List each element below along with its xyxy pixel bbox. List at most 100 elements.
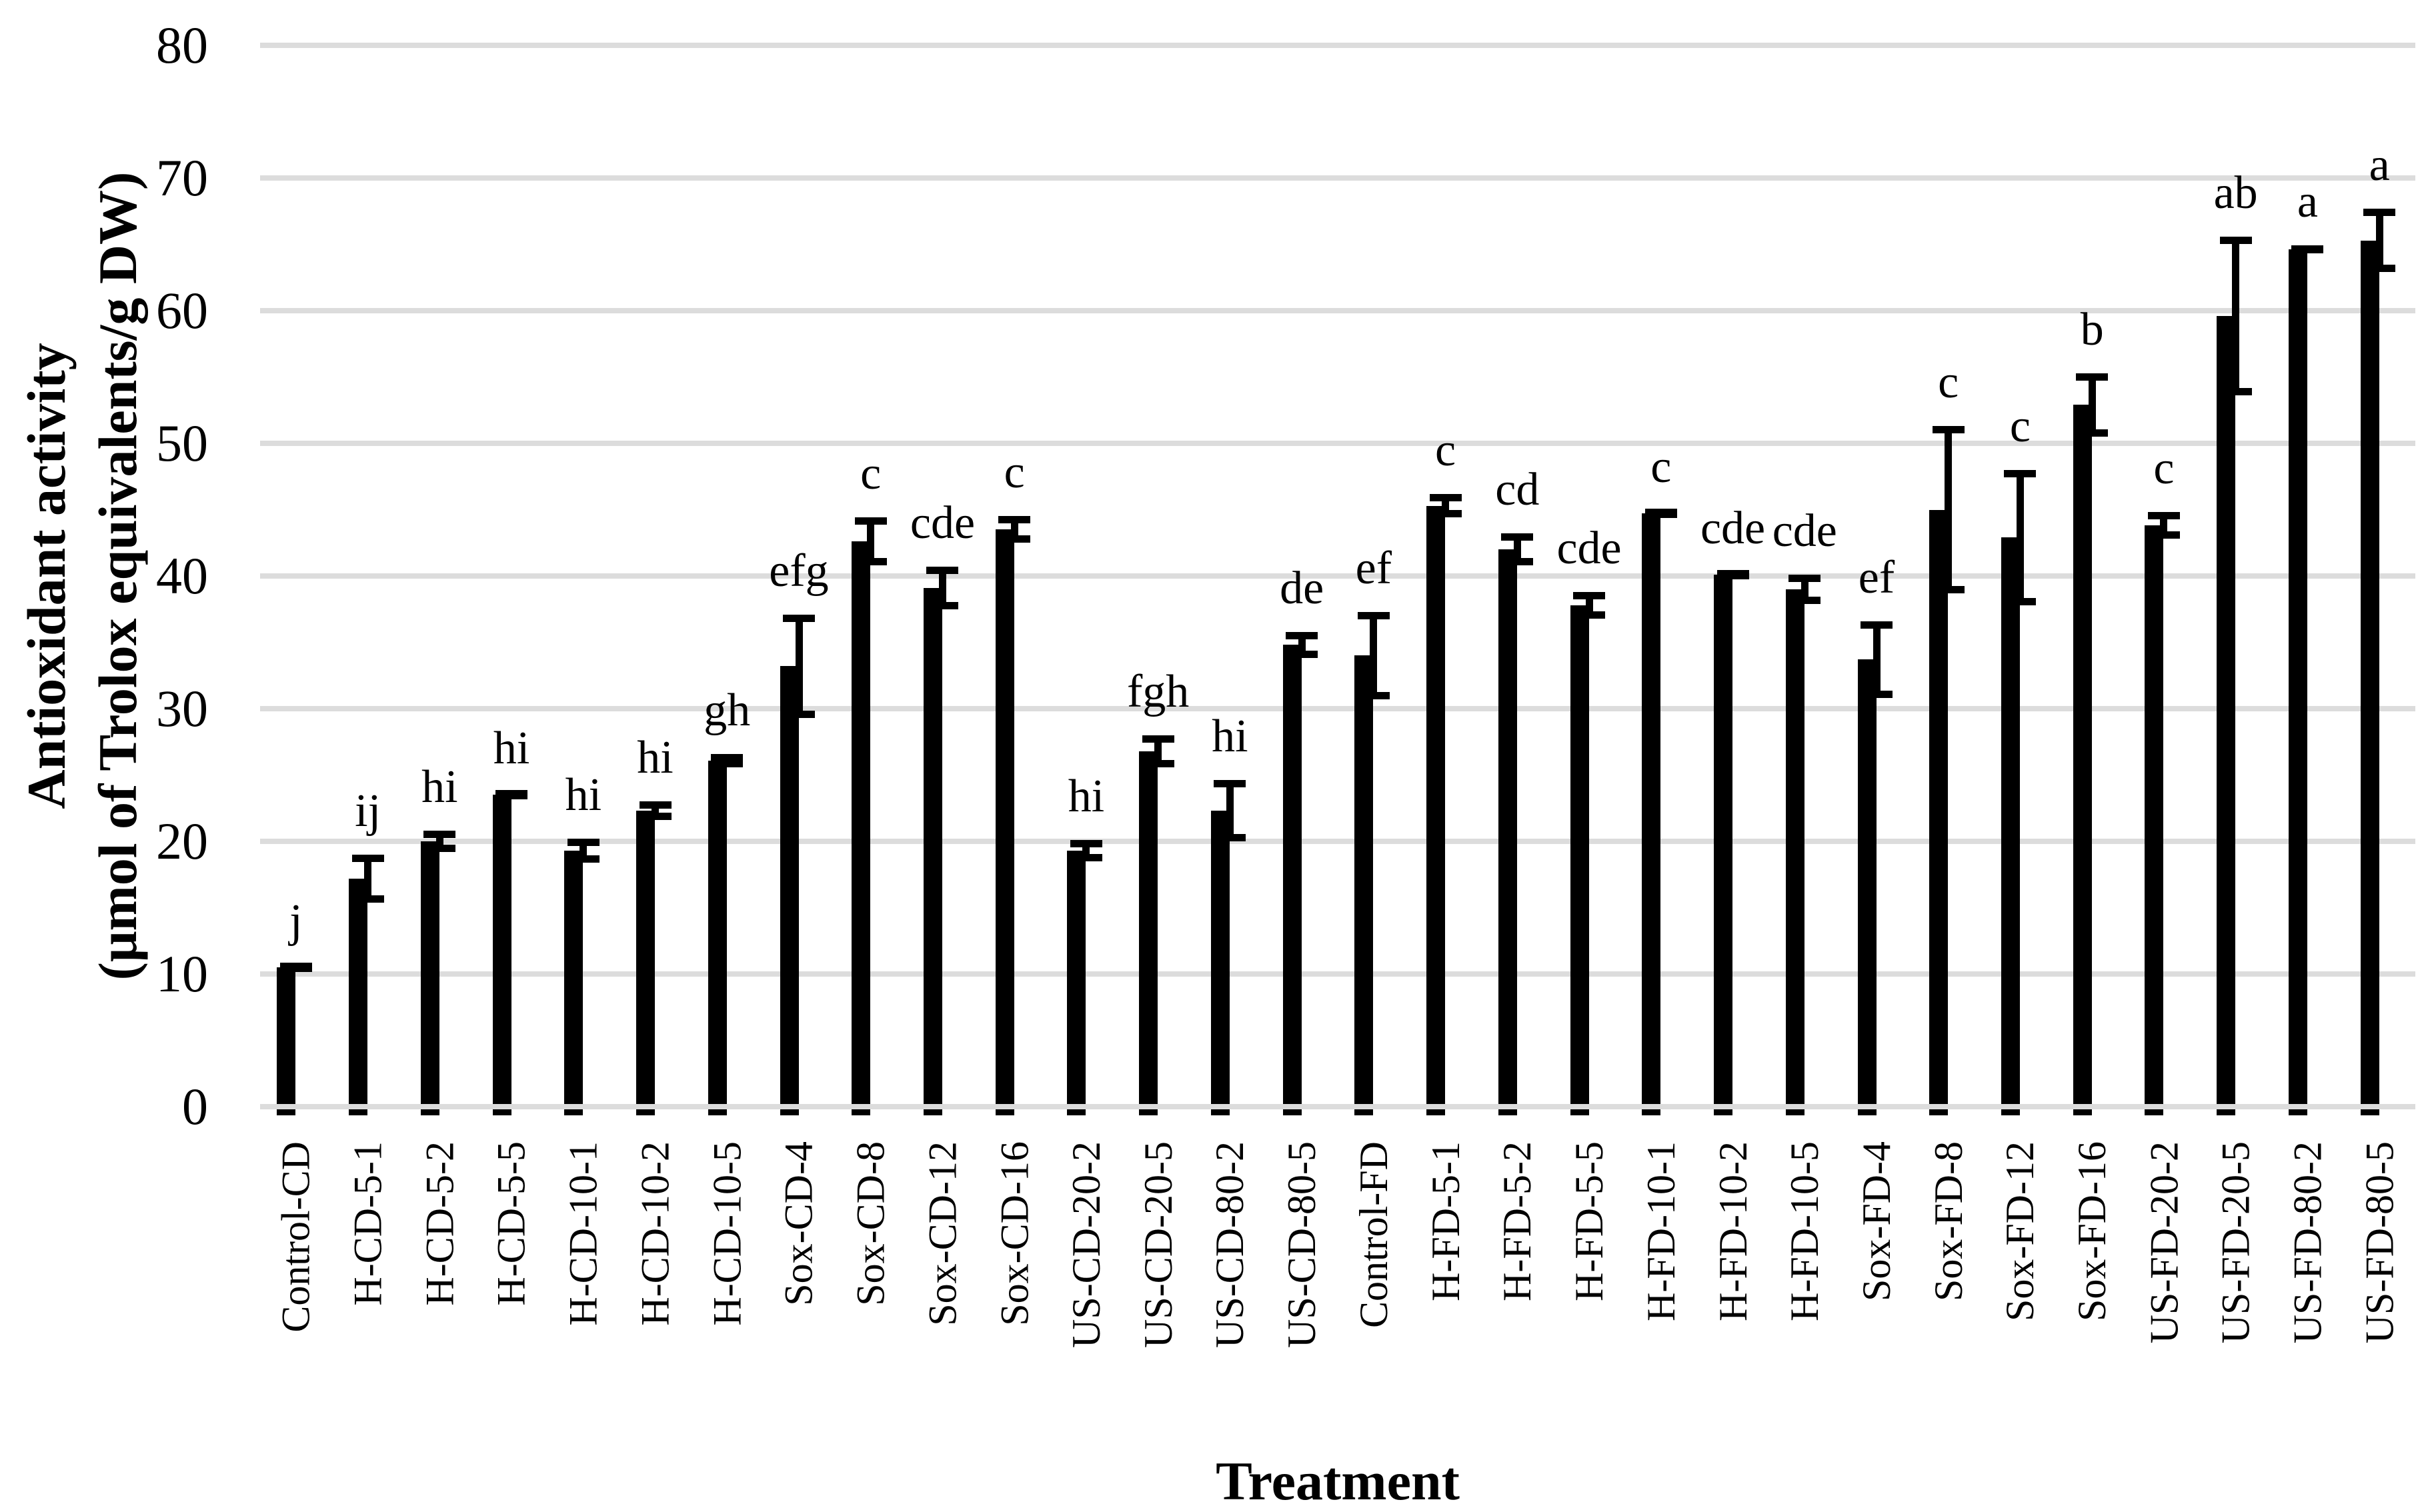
error-bar-cap-high-US-CD-80-5	[1286, 631, 1318, 639]
error-bar-cap-low-H-CD-5-5	[495, 790, 528, 798]
significance-letter-US-FD-20-5: ab	[2213, 167, 2258, 219]
error-bar-US-CD-20-2	[1082, 840, 1090, 861]
error-bar-cap-low-H-CD-10-2	[639, 813, 672, 821]
error-bar-US-FD-20-5	[2232, 236, 2240, 396]
x-tick-label-US-FD-80-5: US-FD-80-5	[2357, 1141, 2402, 1344]
x-tick-label-Sox-CD-16: Sox-CD-16	[992, 1141, 1037, 1326]
bar-H-CD-5-5	[492, 795, 511, 1115]
bar-H-CD-10-1	[564, 850, 583, 1115]
error-bar-cap-low-Sox-CD-16	[998, 535, 1031, 543]
error-bar-cap-low-Sox-FD-16	[2076, 429, 2109, 437]
significance-letter-H-CD-5-5: hi	[493, 723, 530, 775]
gridline-y-70	[260, 175, 2415, 181]
significance-letter-H-CD-10-2: hi	[637, 732, 674, 784]
error-bar-cap-low-H-CD-10-5	[711, 759, 744, 767]
bar-US-CD-80-5	[1282, 645, 1302, 1115]
error-bar-H-FD-5-1	[1442, 493, 1450, 518]
significance-letter-Control-CD: j	[289, 895, 303, 947]
error-bar-cap-high-Sox-FD-12	[2004, 469, 2037, 477]
bar-US-CD-20-2	[1067, 850, 1086, 1115]
error-bar-cap-low-US-FD-20-5	[2219, 388, 2252, 396]
significance-letter-H-FD-10-1: c	[1650, 441, 1672, 493]
error-bar-H-CD-10-1	[579, 839, 587, 863]
error-bar-Control-FD	[1370, 611, 1378, 700]
error-bar-Sox-CD-12	[938, 567, 946, 609]
x-tick-label-H-CD-10-5: H-CD-10-5	[705, 1141, 750, 1326]
significance-letter-H-FD-5-5: cde	[1556, 522, 1622, 574]
y-axis-title-line2: (μmol of Trolox equivalents/g DW)	[87, 171, 148, 981]
bar-Control-CD	[277, 967, 296, 1115]
gridline-y-40	[260, 573, 2415, 579]
x-tick-label-US-CD-20-2: US-CD-20-2	[1064, 1141, 1108, 1348]
significance-letter-H-CD-5-2: hi	[421, 761, 458, 813]
x-tick-label-H-FD-10-5: H-FD-10-5	[1782, 1141, 1827, 1321]
error-bar-H-FD-5-5	[1585, 591, 1593, 619]
error-bar-cap-low-H-FD-5-2	[1501, 558, 1534, 566]
x-tick-label-Sox-CD-4: Sox-CD-4	[777, 1141, 821, 1306]
x-tick-label-Sox-FD-16: Sox-FD-16	[2070, 1141, 2115, 1322]
y-tick-label-0: 0	[182, 1077, 208, 1135]
x-axis-title: Treatment	[1216, 1451, 1460, 1511]
x-tick-label-H-CD-5-5: H-CD-5-5	[489, 1141, 534, 1306]
significance-letter-Sox-FD-16: b	[2080, 303, 2104, 355]
error-bar-cap-low-Sox-FD-8	[1932, 585, 1965, 593]
x-tick-label-H-CD-10-1: H-CD-10-1	[561, 1141, 605, 1326]
error-bar-cap-low-Sox-CD-12	[926, 601, 959, 609]
x-tick-label-US-FD-80-2: US-FD-80-2	[2285, 1141, 2330, 1344]
error-bar-US-FD-20-2	[2160, 512, 2168, 539]
x-tick-label-US-CD-80-5: US-CD-80-5	[1280, 1141, 1324, 1348]
bar-Sox-FD-12	[2001, 537, 2020, 1115]
error-bar-US-FD-80-5	[2375, 208, 2383, 273]
error-bar-cap-high-US-CD-20-2	[1070, 840, 1102, 847]
y-tick-label-70: 70	[156, 149, 208, 207]
bar-US-CD-20-5	[1139, 751, 1158, 1115]
x-tick-label-H-FD-5-1: H-FD-5-1	[1423, 1141, 1468, 1301]
error-bar-cap-low-H-FD-5-5	[1573, 611, 1606, 619]
error-bar-cap-low-US-CD-80-2	[1214, 834, 1246, 841]
error-bar-cap-low-H-FD-5-1	[1429, 510, 1462, 518]
significance-letter-Sox-CD-16: c	[1004, 447, 1025, 499]
error-bar-H-CD-5-2	[435, 831, 443, 852]
significance-letter-US-FD-20-2: c	[2153, 443, 2175, 495]
y-tick-label-20: 20	[156, 812, 208, 870]
x-tick-label-H-FD-10-1: H-FD-10-1	[1638, 1141, 1683, 1321]
y-tick-label-50: 50	[156, 414, 208, 472]
error-bar-cap-high-Sox-CD-12	[926, 567, 959, 575]
y-tick-label-40: 40	[156, 547, 208, 605]
error-bar-Sox-FD-8	[1945, 426, 1953, 593]
significance-letter-H-FD-5-2: cd	[1495, 464, 1540, 516]
error-bar-cap-high-Sox-FD-8	[1932, 426, 1965, 434]
significance-letter-H-CD-10-5: gh	[704, 684, 751, 736]
error-bar-cap-low-US-FD-80-5	[2363, 265, 2396, 273]
error-bar-cap-low-Sox-CD-4	[783, 710, 815, 718]
error-bar-cap-low-US-FD-20-2	[2147, 531, 2180, 539]
x-tick-label-H-FD-5-5: H-FD-5-5	[1567, 1141, 1612, 1301]
significance-letter-Sox-CD-12: cde	[910, 497, 976, 549]
error-bar-cap-high-US-CD-80-2	[1214, 780, 1246, 788]
error-bar-cap-low-US-CD-20-5	[1142, 759, 1174, 767]
error-bar-cap-high-Sox-CD-8	[854, 517, 887, 525]
bar-US-FD-80-2	[2288, 249, 2307, 1115]
error-bar-cap-high-H-FD-5-5	[1573, 591, 1606, 599]
bar-H-FD-10-2	[1714, 575, 1733, 1115]
error-bar-cap-high-H-CD-10-5	[711, 753, 744, 761]
error-bar-cap-high-US-FD-20-5	[2219, 236, 2252, 244]
significance-letter-H-CD-5-1: ij	[355, 785, 381, 837]
gridline-y-50	[260, 441, 2415, 446]
x-tick-label-Control-CD: Control-CD	[273, 1141, 318, 1333]
gridline-y-10	[260, 971, 2415, 977]
error-bar-cap-low-H-FD-10-1	[1644, 509, 1677, 517]
x-tick-label-US-CD-80-2: US-CD-80-2	[1208, 1141, 1252, 1348]
significance-letter-H-FD-10-2: cde	[1700, 503, 1766, 555]
error-bar-cap-high-H-CD-5-1	[351, 854, 384, 862]
gridline-y-30	[260, 706, 2415, 711]
error-bar-cap-low-H-CD-10-1	[567, 855, 599, 863]
error-bar-Sox-FD-16	[2088, 373, 2096, 437]
error-bar-cap-low-Sox-CD-8	[854, 558, 887, 566]
error-bar-US-CD-80-5	[1298, 631, 1306, 659]
significance-letter-US-CD-20-5: fgh	[1127, 665, 1190, 717]
significance-letter-US-FD-80-2: a	[2297, 176, 2318, 228]
x-tick-label-H-CD-10-2: H-CD-10-2	[633, 1141, 678, 1326]
significance-letter-Sox-FD-12: c	[2009, 400, 2031, 452]
